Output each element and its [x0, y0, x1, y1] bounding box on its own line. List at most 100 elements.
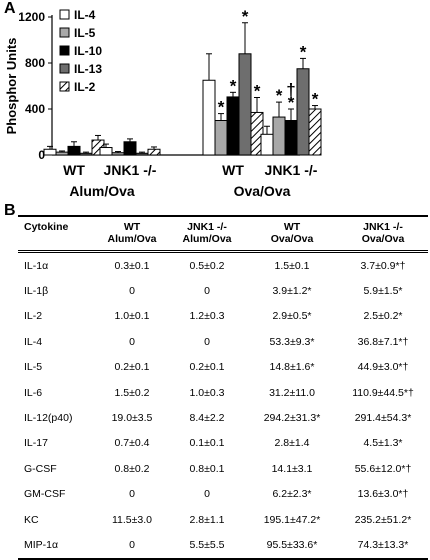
cytokine-name-cell: KC [24, 513, 39, 526]
cytokine-name-cell: IL-2 [24, 310, 43, 323]
table-cell: 0 [129, 285, 135, 298]
table-cell: 14.8±1.6* [269, 361, 315, 374]
table-row: IL-2 1.0±0.1 1.2±0.3 2.9±0.5* 2.5±0.2* [18, 304, 428, 329]
table-row: G-CSF 0.8±0.2 0.8±0.1 14.1±3.1 55.6±12.0*† [18, 456, 428, 481]
table-cell: 0.2±0.1 [114, 361, 150, 374]
table-cell: 0 [204, 335, 210, 348]
significance-mark: * [230, 76, 237, 95]
table-cell: 0 [129, 488, 135, 501]
table-cell: 36.8±7.1*† [357, 335, 409, 348]
table-row: IL-1β 0 0 3.9±1.2* 5.9±1.5* [18, 278, 428, 303]
table-cell: 5.9±1.5* [363, 285, 403, 298]
table-cell: 1.5±0.1 [274, 259, 310, 272]
cytokine-name-cell: G-CSF [24, 462, 57, 475]
table-cell: 2.8±1.4 [274, 437, 310, 450]
bar-il-2 [147, 148, 161, 156]
header-jnk1-alum: JNK1 -/- Alum/Ova [168, 215, 246, 253]
table-row: IL-6 1.5±0.2 1.0±0.3 31.2±11.0 110.9±44.5*† [18, 380, 428, 405]
y-tick-label: 0 [38, 148, 45, 162]
legend-label: IL-2 [74, 80, 96, 94]
table-row: IL-5 0.2±0.1 0.2±0.1 14.8±1.6* 44.9±3.0*† [18, 355, 428, 380]
table-cell: 1.5±0.2 [114, 386, 150, 399]
cytokine-name-cell: IL-4 [24, 335, 43, 348]
panel-b-label: B [4, 202, 16, 219]
cytokine-name-cell: IL-6 [24, 386, 43, 399]
cytokine-name-cell: IL-1α [24, 259, 49, 272]
bar-il-13 [296, 68, 310, 156]
table-cell: 4.5±1.3* [363, 437, 403, 450]
table-cell: 0.7±0.4 [114, 437, 150, 450]
legend-swatch [59, 45, 70, 56]
legend-swatch [59, 9, 70, 20]
bar-il-10 [67, 145, 81, 156]
table-cell: 0 [204, 488, 210, 501]
table-cell: 44.9±3.0*† [357, 361, 409, 374]
bar-il-4 [202, 79, 216, 156]
header-cytokine: Cytokine [18, 215, 96, 253]
x-group-label: WT [63, 162, 85, 178]
header-jnk1-ova: JNK1 -/- Ova/Ova [338, 215, 428, 253]
dagger-mark: † [286, 80, 295, 99]
header-wt-ova: WT Ova/Ova [246, 215, 338, 253]
table-cell: 3.7±0.9*† [360, 259, 406, 272]
bar-il-10 [226, 96, 240, 156]
x-group-label: JNK1 -/- [265, 162, 318, 178]
table-cell: 55.6±12.0*† [354, 462, 412, 475]
table-cell: 0.3±0.1 [114, 259, 150, 272]
legend-label: IL-10 [74, 44, 102, 58]
table-row: IL-17 0.7±0.4 0.1±0.1 2.8±1.4 4.5±1.3* [18, 431, 428, 456]
table-cell: 291.4±54.3* [354, 412, 412, 425]
cytokine-name-cell: IL-5 [24, 361, 43, 374]
y-tick-label: 800 [25, 56, 45, 70]
table-cell: 0.8±0.1 [189, 462, 225, 475]
bar-il-4 [43, 148, 57, 156]
bar-il-13 [79, 152, 93, 156]
x-group-label: JNK1 -/- [104, 162, 157, 178]
table-row: IL-1α 0.3±0.1 0.5±0.2 1.5±0.1 3.7±0.9*† [18, 252, 428, 279]
bar-il-5 [55, 151, 69, 156]
table-cell: 95.5±33.6* [246, 532, 338, 560]
table-cell: 1.2±0.3 [189, 310, 225, 323]
legend-swatch [59, 81, 70, 92]
bar-il-10 [123, 141, 137, 156]
legend-label: IL-13 [74, 62, 102, 76]
legend-swatch [59, 27, 70, 38]
table-cell: 1.0±0.3 [189, 386, 225, 399]
significance-mark: * [312, 90, 319, 109]
bar-il-5 [111, 152, 125, 156]
bar-il-4 [260, 133, 274, 156]
table-cell: 3.9±1.2* [272, 285, 312, 298]
significance-mark: * [288, 93, 295, 112]
significance-mark: * [218, 98, 225, 117]
table-cell: 8.4±2.2 [189, 412, 225, 425]
table-cell: 2.8±1.1 [189, 513, 225, 526]
x-condition-label: Alum/Ova [69, 183, 135, 199]
header-wt-alum: WT Alum/Ova [96, 215, 168, 253]
legend-swatch [59, 63, 70, 74]
table-cell: 235.2±51.2* [354, 513, 412, 526]
cytokine-name-cell: GM-CSF [24, 488, 66, 501]
table-cell: 5.5±5.5 [168, 532, 246, 560]
bar-il-5 [272, 116, 286, 156]
table-cell: 2.9±0.5* [272, 310, 312, 323]
table-row: KC 11.5±3.0 2.8±1.1 195.1±47.2* 235.2±51.2* [18, 507, 428, 532]
legend-label: IL-4 [74, 8, 96, 22]
x-condition-label: Ova/Ova [234, 183, 291, 199]
table-cell: 31.2±11.0 [269, 386, 315, 399]
cytokine-table: Cytokine WT Alum/Ova JNK1 -/- Alum/Ova W… [18, 215, 428, 560]
panel-a-label: A [4, 0, 16, 17]
table-cell: 0 [129, 335, 135, 348]
x-group-label: WT [222, 162, 244, 178]
cytokine-name-cell: MIP-1α [18, 532, 96, 560]
y-axis-label: Phosphor Units [4, 38, 19, 135]
significance-mark: * [276, 86, 283, 105]
table-cell: 0.8±0.2 [114, 462, 150, 475]
bar-il-13 [135, 152, 149, 156]
legend-label: IL-5 [74, 26, 96, 40]
table-cell: 53.3±9.3* [269, 335, 315, 348]
table-row: IL-12(p40) 19.0±3.5 8.4±2.2 294.2±31.3* 291.… [18, 405, 428, 430]
table-cell: 294.2±31.3* [263, 412, 321, 425]
bar-il-2 [308, 108, 322, 156]
table-cell: 19.0±3.5 [111, 412, 153, 425]
